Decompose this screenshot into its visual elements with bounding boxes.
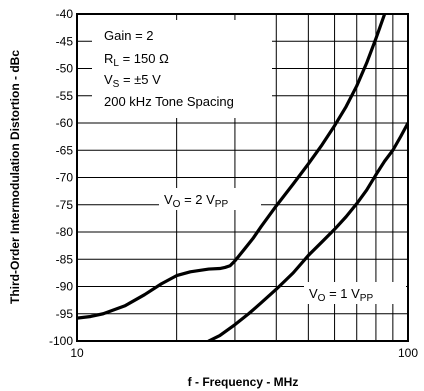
- y-tick-label: -75: [56, 198, 74, 212]
- y-tick-label: -85: [56, 252, 74, 266]
- y-axis-title: Third-Order Intermodulation Distortion -…: [8, 50, 22, 304]
- y-tick-label: -80: [56, 225, 74, 239]
- x-tick-label: 100: [398, 346, 418, 360]
- annotation-tone-spacing: 200 kHz Tone Spacing: [104, 94, 234, 109]
- y-tick-label: -40: [56, 7, 74, 21]
- annotation-gain: Gain = 2: [104, 28, 154, 43]
- y-tick-label: -95: [56, 307, 74, 321]
- y-tick-label: -70: [56, 171, 74, 185]
- y-tick-label: -90: [56, 280, 74, 294]
- x-tick-label: 10: [70, 346, 84, 360]
- x-axis-title: f - Frequency - MHz: [188, 375, 299, 389]
- y-tick-label: -65: [56, 143, 74, 157]
- y-tick-label: -60: [56, 116, 74, 130]
- y-tick-label: -55: [56, 89, 74, 103]
- y-tick-label: -50: [56, 62, 74, 76]
- y-tick-label: -45: [56, 34, 74, 48]
